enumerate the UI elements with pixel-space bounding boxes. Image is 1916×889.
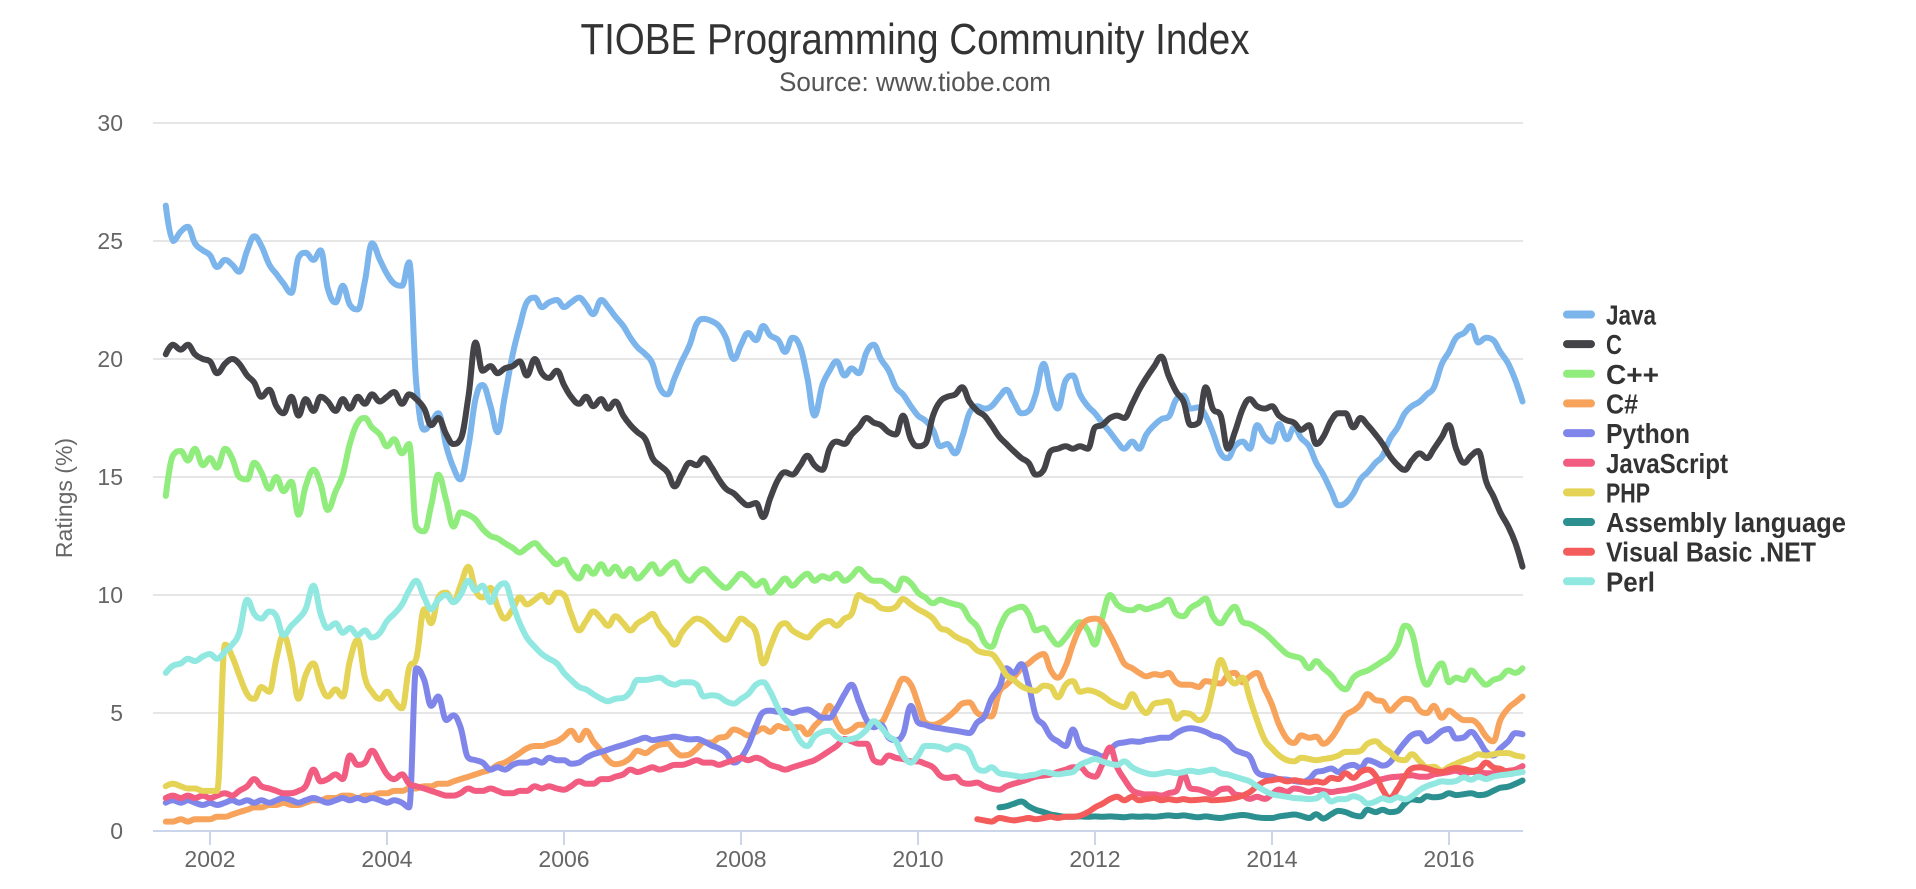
- svg-text:2006: 2006: [538, 846, 589, 872]
- svg-text:2008: 2008: [715, 846, 766, 872]
- svg-text:Perl: Perl: [1606, 566, 1655, 597]
- svg-text:10: 10: [97, 582, 123, 608]
- svg-text:2014: 2014: [1246, 846, 1297, 872]
- svg-text:2016: 2016: [1423, 846, 1474, 872]
- svg-text:Python: Python: [1606, 418, 1690, 449]
- svg-text:2002: 2002: [184, 846, 235, 872]
- svg-text:0: 0: [110, 818, 123, 844]
- svg-text:2004: 2004: [361, 846, 412, 872]
- svg-text:C: C: [1606, 329, 1622, 360]
- svg-text:JavaScript: JavaScript: [1606, 448, 1728, 479]
- svg-text:30: 30: [97, 110, 123, 136]
- svg-text:TIOBE Programming Community In: TIOBE Programming Community Index: [581, 15, 1250, 64]
- svg-text:Visual Basic .NET: Visual Basic .NET: [1606, 537, 1816, 568]
- svg-text:PHP: PHP: [1606, 477, 1650, 508]
- svg-text:Ratings (%): Ratings (%): [51, 438, 77, 558]
- svg-text:5: 5: [110, 700, 123, 726]
- svg-text:C#: C#: [1606, 388, 1638, 419]
- svg-text:2010: 2010: [892, 846, 943, 872]
- svg-text:25: 25: [97, 228, 123, 254]
- svg-text:15: 15: [97, 464, 123, 490]
- svg-text:Source: www.tiobe.com: Source: www.tiobe.com: [779, 67, 1051, 97]
- svg-text:C++: C++: [1606, 359, 1659, 390]
- svg-text:Java: Java: [1606, 300, 1656, 331]
- svg-text:2012: 2012: [1069, 846, 1120, 872]
- svg-text:Assembly language: Assembly language: [1606, 507, 1846, 538]
- svg-text:20: 20: [97, 346, 123, 372]
